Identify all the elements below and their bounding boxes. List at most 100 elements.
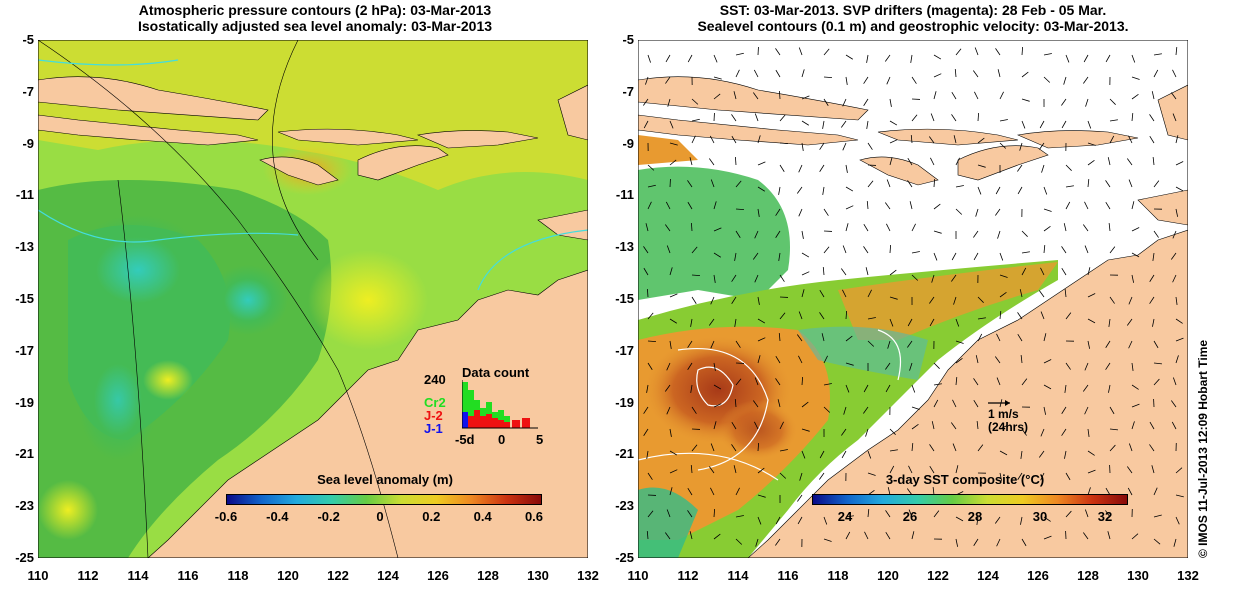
- velocity-arrow: [933, 399, 939, 408]
- velocity-arrow: [866, 120, 869, 129]
- velocity-arrow: [843, 406, 847, 415]
- velocity-arrow: [845, 54, 853, 60]
- velocity-arrow: [1151, 91, 1155, 100]
- velocity-arrow: [757, 337, 766, 342]
- colorbar-tick-label: 32: [1097, 509, 1113, 524]
- velocity-arrow: [867, 317, 876, 320]
- velocity-arrow: [647, 340, 657, 343]
- velocity-arrow: [951, 252, 957, 261]
- velocity-arrow: [953, 135, 957, 144]
- velocity-arrow: [1038, 450, 1045, 458]
- velocity-arrow: [933, 54, 942, 60]
- inset-xtick-start: -5d: [455, 432, 475, 447]
- velocity-arrow: [713, 274, 716, 283]
- velocity-arrow: [911, 251, 920, 254]
- inset-histogram: [462, 380, 538, 429]
- velocity-arrow: [687, 54, 693, 63]
- velocity-arrow: [710, 179, 715, 188]
- velocity-arrow: [735, 340, 741, 348]
- velocity-arrow: [1105, 340, 1111, 348]
- left-title-line2: Isostatically adjusted sea level anomaly…: [137, 18, 493, 34]
- velocity-arrow: [885, 362, 891, 370]
- velocity-arrow: [955, 340, 964, 344]
- velocity-arrow: [910, 134, 913, 144]
- velocity-arrow: [867, 509, 870, 518]
- velocity-arrow: [911, 384, 916, 393]
- velocity-arrow: [643, 406, 649, 414]
- velocity-arrow: [646, 384, 649, 393]
- velocity-arrow: [1061, 246, 1067, 254]
- velocity-arrow: [1108, 318, 1111, 327]
- velocity-arrow: [796, 334, 803, 342]
- velocity-arrow: [1084, 406, 1089, 415]
- velocity-arrow: [1153, 362, 1162, 365]
- velocity-arrow: [691, 135, 696, 144]
- velocity-arrow: [1105, 54, 1111, 63]
- velocity-arrow: [1172, 230, 1177, 239]
- velocity-arrow: [667, 98, 671, 107]
- velocity-arrow: [1021, 538, 1027, 547]
- velocity-arrow: [973, 538, 979, 546]
- velocity-arrow: [647, 54, 651, 63]
- velocity-arrow: [666, 509, 671, 518]
- velocity-arrow: [1105, 510, 1111, 518]
- velocity-scale-label: 1 m/s: [988, 407, 1019, 421]
- velocity-arrow: [823, 406, 831, 413]
- velocity-arrow: [819, 164, 825, 172]
- velocity-arrow: [845, 76, 848, 85]
- velocity-arrow: [691, 406, 697, 414]
- velocity-arrow: [1087, 340, 1091, 349]
- velocity-arrow: [754, 274, 759, 283]
- velocity-arrow: [845, 362, 854, 366]
- velocity-arrow: [885, 384, 891, 393]
- velocity-arrow: [731, 114, 737, 122]
- velocity-arrow: [687, 340, 693, 348]
- velocity-arrow: [996, 333, 1001, 342]
- velocity-arrow: [643, 98, 649, 106]
- velocity-arrow: [865, 267, 869, 276]
- x-tick-label: 122: [327, 568, 349, 583]
- velocity-arrow: [1109, 428, 1118, 431]
- velocity-arrow: [669, 267, 673, 276]
- velocity-arrow: [885, 510, 891, 518]
- velocity-arrow: [710, 487, 715, 496]
- velocity-arrow: [1109, 246, 1116, 254]
- velocity-arrow: [713, 54, 718, 63]
- velocity-arrow: [757, 208, 760, 217]
- velocity-arrow: [669, 450, 678, 456]
- velocity-arrow: [731, 135, 737, 144]
- y-tick-label: -21: [615, 446, 634, 462]
- velocity-arrow: [823, 246, 830, 254]
- velocity-arrow: [867, 472, 876, 476]
- velocity-arrow: [713, 508, 716, 518]
- velocity-arrow: [1170, 252, 1177, 260]
- velocity-arrow: [952, 443, 957, 452]
- velocity-arrow: [1175, 161, 1184, 166]
- velocity-arrow: [1064, 289, 1067, 298]
- velocity-arrow: [999, 274, 1008, 278]
- velocity-arrow: [1109, 119, 1118, 122]
- velocity-arrow: [889, 120, 898, 126]
- y-tick-label: -9: [622, 135, 634, 151]
- y-tick-label: -15: [615, 291, 634, 306]
- inset-ymax: 240: [424, 372, 446, 387]
- velocity-arrow: [799, 472, 803, 481]
- velocity-arrow: [1109, 98, 1116, 105]
- velocity-arrow: [1021, 267, 1027, 276]
- y-tick-label: -19: [615, 394, 634, 410]
- velocity-arrow: [842, 289, 847, 298]
- velocity-arrow: [933, 362, 940, 369]
- velocity-arrow: [929, 296, 935, 304]
- velocity-arrow: [977, 112, 980, 122]
- velocity-arrow: [1043, 208, 1052, 212]
- velocity-arrow: [1152, 157, 1155, 166]
- velocity-arrow: [1043, 516, 1051, 522]
- velocity-arrow: [687, 487, 693, 496]
- x-tick-label: 116: [177, 568, 199, 583]
- velocity-arrow: [933, 73, 942, 78]
- velocity-arrow: [929, 318, 935, 327]
- velocity-arrow: [1149, 444, 1155, 452]
- velocity-arrow: [1084, 509, 1089, 518]
- x-tick-label: 118: [227, 568, 249, 583]
- velocity-arrow: [798, 208, 803, 217]
